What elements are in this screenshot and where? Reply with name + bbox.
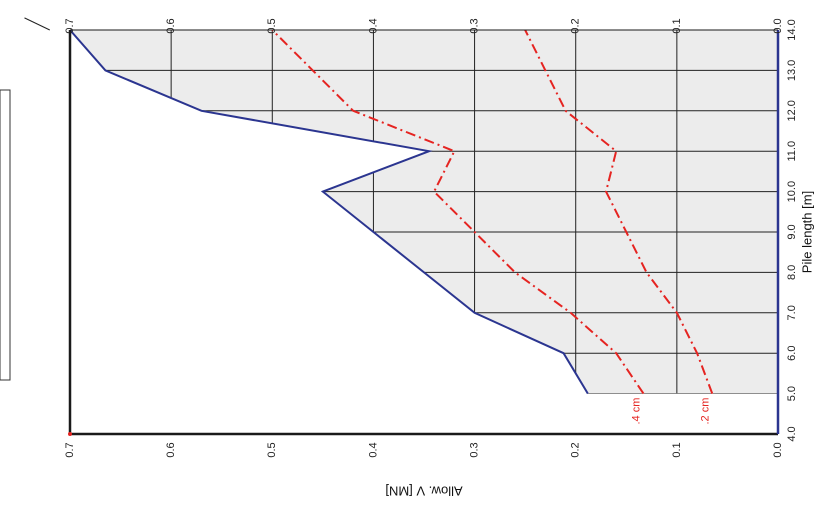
outside-mask: [70, 30, 778, 434]
x-tick-label: 13.0: [786, 60, 798, 81]
x-tick-label: 9.0: [786, 224, 798, 239]
y-tick-label-bottom: 0.0: [772, 442, 784, 457]
y-tick-label-bottom: 0.1: [671, 442, 683, 457]
capacity-shaded-area: [70, 30, 778, 394]
y-tick-label-bottom: 0.6: [165, 442, 177, 457]
series-label: .4 cm: [630, 398, 642, 425]
capacity-extension: [24, 17, 50, 31]
y-tick-label-bottom: 0.5: [266, 442, 278, 457]
series-line-1: [271, 29, 645, 395]
y-tick-label-top: 0.7: [64, 18, 76, 33]
y-tick-label-top: 0.4: [367, 18, 379, 33]
x-tick-label: 10.0: [786, 181, 798, 202]
y-tick-label-top: 0.1: [671, 18, 683, 33]
x-tick-label: 5.0: [786, 386, 798, 401]
y-tick-label-top: 0.5: [266, 18, 278, 33]
x-tick-label: 8.0: [786, 265, 798, 280]
y-tick-label-top: 0.3: [468, 18, 480, 33]
x-axis-title: Pile length [m]: [799, 191, 814, 273]
x-tick-label: 4.0: [786, 426, 798, 441]
plot-frame: [68, 29, 780, 436]
series-lines: .4 cm .2 cm: [24, 17, 714, 425]
y-tick-label-bottom: 0.4: [367, 442, 379, 457]
capacity-fill: [70, 30, 778, 394]
y-axis-title: Allow. V [MN]: [385, 484, 462, 499]
y-tick-label-top: 0.0: [772, 18, 784, 33]
series-line-0: [69, 29, 589, 395]
series-line-2: [524, 29, 714, 394]
corner-marker: [68, 432, 72, 436]
y-tick-label-bottom: 0.2: [570, 442, 582, 457]
y-tick-label-top: 0.2: [570, 18, 582, 33]
x-tick-label: 14.0: [786, 19, 798, 40]
x-tick-label: 7.0: [786, 305, 798, 320]
y-tick-label-bottom: 0.3: [468, 442, 480, 457]
legend-box: [0, 89, 11, 381]
x-tick-label: 6.0: [786, 346, 798, 361]
x-tick-label: 11.0: [786, 141, 798, 162]
x-tick-label: 12.0: [786, 100, 798, 121]
tick-labels: 0.0 0.0 0.1 0.1 0.2 0.2 0.3 0.3 0.4 0.4 0.5 0.5 0.6 0…: [64, 18, 798, 457]
series-label: .2 cm: [699, 398, 711, 425]
y-tick-label-bottom: 0.7: [64, 442, 76, 457]
y-tick-label-top: 0.6: [165, 18, 177, 33]
